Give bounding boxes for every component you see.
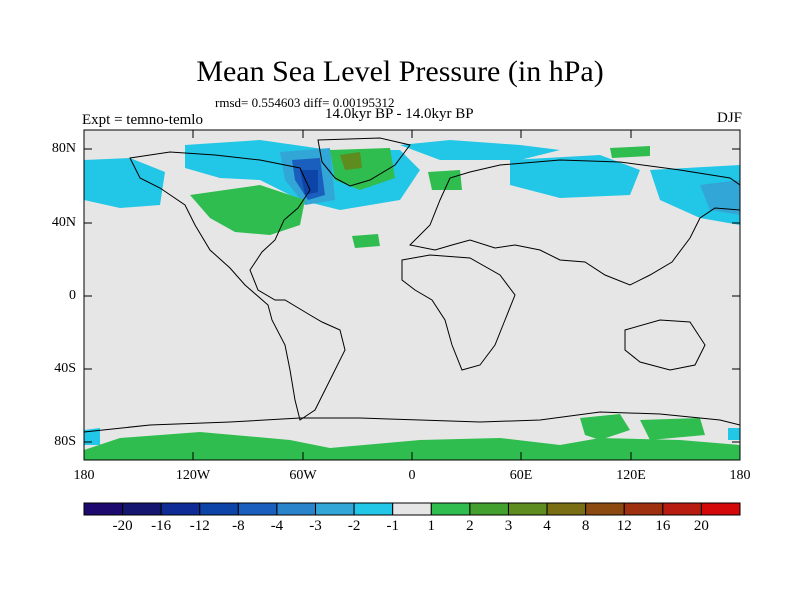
- page-title: Mean Sea Level Pressure (in hPa): [196, 55, 604, 88]
- colorbar-label: -3: [309, 518, 322, 534]
- lat-label-80n: 80N: [51, 141, 76, 156]
- green-region-north-atlantic-small: [352, 234, 380, 248]
- colorbar-label: -2: [347, 518, 361, 534]
- colorbar: [83, 502, 741, 516]
- colorbar-label: -4: [270, 518, 284, 534]
- lat-label-80s: 80S: [54, 434, 76, 449]
- cyan-region-antarctic-edge: [84, 428, 100, 445]
- lon-label-180e: 180: [729, 468, 751, 483]
- cyan-region-eurasia: [510, 155, 640, 198]
- coast-australia: [624, 319, 706, 371]
- colorbar-swatch: [315, 502, 355, 516]
- pressure-anomaly-fills: [84, 140, 740, 460]
- cyan-region-arctic: [400, 140, 560, 160]
- green-region-antarctic-east-2: [640, 418, 705, 440]
- colorbar-swatch: [546, 502, 587, 516]
- colorbar-label: 8: [581, 518, 590, 534]
- lat-label-40s: 40S: [54, 361, 76, 376]
- coastlines: [84, 137, 740, 433]
- green-region-antarctic-east-1: [580, 414, 630, 440]
- colorbar-swatch: [122, 502, 162, 516]
- colorbar-label: 12: [616, 518, 632, 534]
- colorbar-swatch: [623, 502, 664, 516]
- coast-greenland: [317, 137, 411, 187]
- green-region-scandinavia: [428, 170, 462, 190]
- cyan-region-antarctic-edge-east: [728, 428, 740, 440]
- lon-label-60e: 60E: [509, 468, 533, 483]
- blue-region-deep: [300, 170, 318, 195]
- colorbar-label: 1: [427, 518, 436, 534]
- period-label: 14.0kyr BP - 14.0kyr BP: [325, 106, 474, 122]
- colorbar-label: 2: [466, 518, 474, 534]
- colorbar-swatch: [430, 502, 471, 516]
- coast-north-america: [129, 151, 346, 421]
- colorbar-swatch: [276, 502, 317, 516]
- coast-eurasia: [408, 159, 740, 286]
- colorbar-swatch: [700, 502, 741, 516]
- colorbar-swatch: [585, 502, 625, 516]
- colorbar-label: -12: [189, 518, 210, 534]
- olive-region-greenland: [340, 152, 362, 170]
- cyan-region-north-pacific-west: [84, 158, 165, 208]
- lon-label-180w: 180: [73, 468, 95, 483]
- green-region-north-america: [190, 185, 305, 235]
- lon-label-120w: 120W: [175, 468, 211, 483]
- colorbar-label: -1: [386, 518, 399, 534]
- colorbar-label: -16: [151, 518, 172, 534]
- colorbar-label: 3: [504, 518, 513, 534]
- coast-antarctica: [84, 411, 740, 433]
- lon-label-60w: 60W: [289, 468, 317, 483]
- colorbar-swatch: [160, 502, 201, 516]
- colorbar-swatch: [83, 502, 124, 516]
- lon-label-0: 0: [408, 468, 416, 483]
- green-region-antarctica: [84, 432, 740, 460]
- colorbar-label: 4: [543, 518, 551, 534]
- colorbar-swatch: [199, 502, 239, 516]
- colorbar-swatch: [353, 502, 394, 516]
- colorbar-swatch: [237, 502, 278, 516]
- lat-label-40n: 40N: [51, 215, 76, 230]
- colorbar-label: 16: [655, 518, 671, 534]
- colorbar-swatch: [392, 502, 432, 516]
- green-region-arctic-siberia: [610, 146, 650, 158]
- axis-ticks: [83, 130, 741, 460]
- stats-text: rmsd= 0.554603 diff= 0.00195312: [215, 95, 395, 110]
- colorbar-swatch: [469, 502, 509, 516]
- coast-africa: [401, 254, 516, 371]
- lat-label-0: 0: [69, 288, 76, 303]
- experiment-label: Expt = temno-temlo: [82, 112, 203, 128]
- colorbar-swatch: [507, 502, 548, 516]
- colorbar-label: -20: [112, 518, 133, 534]
- colorbar-swatch: [662, 502, 702, 516]
- blue-region-pacific-east: [700, 180, 740, 215]
- season-label: DJF: [716, 110, 742, 126]
- colorbar-label: -8: [232, 518, 245, 534]
- colorbar-label: 20: [693, 518, 709, 534]
- lon-label-120e: 120E: [616, 468, 646, 483]
